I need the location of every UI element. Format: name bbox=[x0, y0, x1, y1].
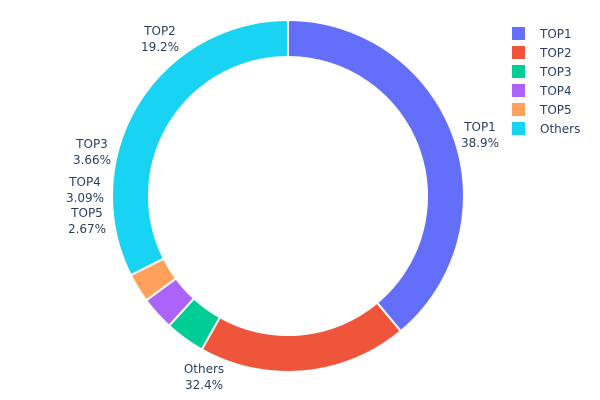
legend-swatch-top5 bbox=[512, 103, 525, 116]
slice-label-top1: TOP1 38.9% bbox=[461, 120, 499, 150]
legend-label: TOP3 bbox=[540, 64, 572, 79]
legend-label: TOP4 bbox=[540, 83, 572, 98]
legend-item-top1[interactable]: TOP1 bbox=[512, 24, 580, 43]
slice-others[interactable] bbox=[111, 18, 289, 277]
slice-label-top2: TOP2 19.2% bbox=[141, 24, 179, 54]
legend-item-top5[interactable]: TOP5 bbox=[512, 100, 580, 119]
legend-swatch-top1 bbox=[512, 27, 525, 40]
legend-swatch-top2 bbox=[512, 46, 525, 59]
slice-top2[interactable] bbox=[200, 301, 403, 373]
legend-label: Others bbox=[540, 121, 581, 136]
legend-item-top3[interactable]: TOP3 bbox=[512, 62, 580, 81]
legend: TOP1 TOP2 TOP3 TOP4 TOP5 Others bbox=[512, 24, 580, 138]
legend-label: TOP5 bbox=[540, 102, 572, 117]
slice-label-top3: TOP3 3.66% bbox=[73, 137, 111, 167]
slice-label-others: Others 32.4% bbox=[184, 362, 224, 392]
legend-swatch-top4 bbox=[512, 84, 525, 97]
legend-label: TOP2 bbox=[540, 45, 572, 60]
slice-label-top4: TOP4 3.09% bbox=[66, 175, 104, 205]
legend-swatch-others bbox=[512, 122, 525, 135]
legend-item-top4[interactable]: TOP4 bbox=[512, 81, 580, 100]
slice-label-top5: TOP5 2.67% bbox=[68, 206, 106, 236]
legend-swatch-top3 bbox=[512, 65, 525, 78]
legend-item-others[interactable]: Others bbox=[512, 119, 580, 138]
slice-top1[interactable] bbox=[287, 18, 465, 333]
legend-item-top2[interactable]: TOP2 bbox=[512, 43, 580, 62]
legend-label: TOP1 bbox=[540, 26, 572, 41]
